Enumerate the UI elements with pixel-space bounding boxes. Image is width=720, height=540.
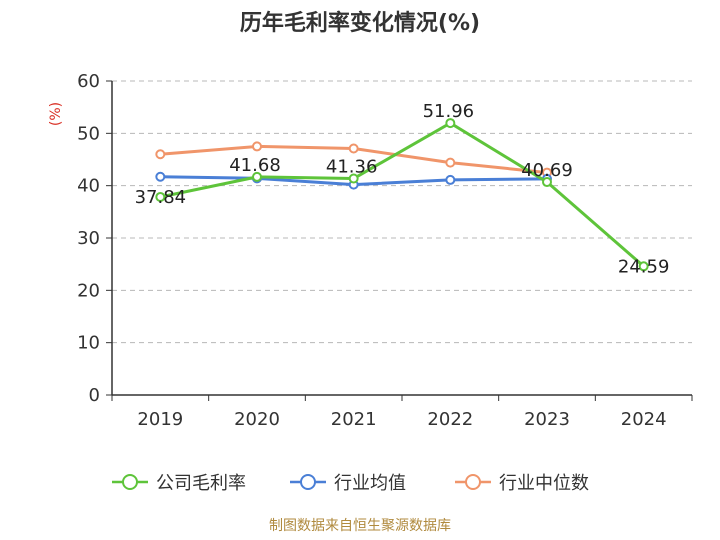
data-label: 41.68 [229, 155, 281, 176]
data-point [348, 173, 359, 184]
data-point [348, 143, 359, 154]
data-point [155, 191, 166, 202]
x-tick-label: 2020 [234, 409, 280, 430]
data-point [155, 171, 166, 182]
y-tick-label: 30 [77, 228, 100, 249]
data-point [445, 174, 456, 185]
legend[interactable]: 公司毛利率 行业均值 行业中位数 [112, 473, 589, 494]
y-tick-label: 60 [77, 71, 100, 92]
y-tick-label: 40 [77, 176, 100, 197]
y-tick-label: 50 [77, 123, 100, 144]
data-point [155, 149, 166, 160]
chart-title: 历年毛利率变化情况(%) [240, 10, 480, 36]
x-tick-label: 2021 [331, 409, 377, 430]
x-tick-label: 2019 [137, 409, 183, 430]
legend-marker-icon [300, 474, 316, 490]
x-tick-label: 2023 [524, 409, 570, 430]
legend-marker-icon [122, 474, 138, 490]
data-point [638, 261, 649, 272]
legend-label: 行业均值 [334, 473, 406, 494]
data-label: 37.84 [135, 187, 187, 208]
legend-label: 行业中位数 [499, 473, 589, 494]
data-point [445, 157, 456, 168]
series-line [158, 121, 646, 268]
y-tick-label: 20 [77, 280, 100, 301]
series-layer [155, 118, 649, 272]
y-tick-label: 10 [77, 333, 100, 354]
data-label: 41.36 [326, 157, 378, 178]
source-note: 制图数据来自恒生聚源数据库 [269, 518, 451, 534]
legend-item[interactable]: 行业均值 [290, 473, 406, 494]
x-tick-label: 2024 [621, 409, 667, 430]
y-tick-label: 0 [89, 385, 100, 406]
y-axis-unit: (%) [48, 102, 64, 126]
data-point [542, 177, 552, 188]
data-label: 40.69 [521, 160, 573, 181]
x-tick-label: 2022 [427, 409, 473, 430]
data-point [445, 118, 456, 129]
legend-item[interactable]: 公司毛利率 [112, 473, 246, 494]
data-label: 24.59 [618, 256, 670, 277]
grid [112, 80, 692, 344]
legend-item[interactable]: 行业中位数 [455, 473, 589, 494]
data-label: 51.96 [423, 101, 475, 122]
data-point [252, 171, 262, 182]
data-point [252, 141, 262, 152]
legend-marker-icon [465, 474, 481, 490]
legend-label: 公司毛利率 [156, 473, 246, 494]
data-labels: 37.84 41.68 41.36 51.96 40.69 24.59 [135, 101, 670, 277]
axes: 0 10 20 30 40 50 60 2019 2020 2021 2022 2023 2024 [77, 71, 693, 430]
